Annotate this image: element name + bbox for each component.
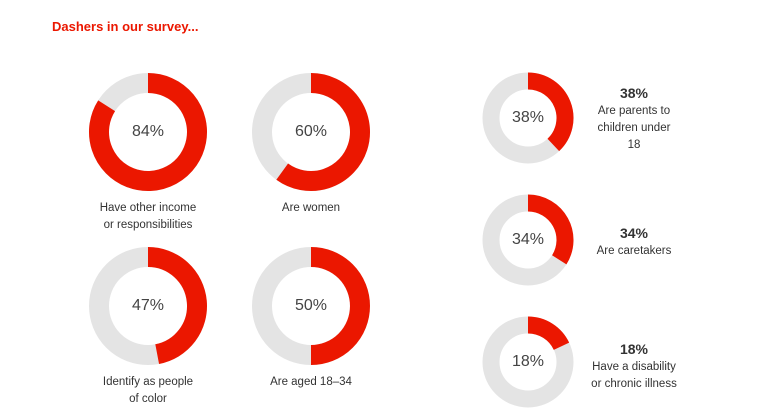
donut-parents: 38% (482, 72, 574, 164)
donut-value-label: 38% (511, 109, 545, 126)
side-value: 18% (619, 341, 649, 357)
side-value: 34% (619, 225, 649, 241)
donut-arc (89, 73, 207, 191)
donut-value-label: 84% (131, 123, 165, 140)
donut-value-label: 47% (131, 297, 165, 314)
side-label-disability: 18% Have a disability or chronic illness (574, 339, 694, 393)
donut-people-of-color: 47% (88, 246, 208, 366)
side-label-parents: 38% Are parents to children under 18 (582, 83, 686, 154)
donut-aged-18-34: 50% (251, 246, 371, 366)
donut-disability: 18% (482, 316, 574, 408)
caption-people-of-color: Identify as people of color (102, 376, 194, 405)
donut-arc (310, 247, 370, 365)
donut-women: 60% (251, 72, 371, 192)
side-label-caretakers: 34% Are caretakers (582, 223, 686, 260)
caption-other-income: Have other income or responsibilities (99, 202, 197, 231)
donut-other-income: 84% (88, 72, 208, 192)
donut-arc (527, 194, 574, 265)
caption-aged-18-34: Are aged 18–34 (270, 376, 352, 388)
side-value: 38% (619, 85, 649, 101)
donut-value-label: 18% (511, 353, 545, 370)
donut-value-label: 34% (511, 231, 545, 248)
donut-arc (527, 316, 570, 351)
donut-value-label: 50% (294, 297, 328, 314)
donut-arc (276, 73, 370, 191)
donut-value-label: 60% (294, 123, 328, 140)
donut-caretakers: 34% (482, 194, 574, 286)
survey-title: Dashers in our survey... (52, 19, 199, 34)
donut-arc (527, 72, 574, 152)
caption-women: Are women (281, 202, 341, 214)
donut-arc (147, 247, 207, 364)
